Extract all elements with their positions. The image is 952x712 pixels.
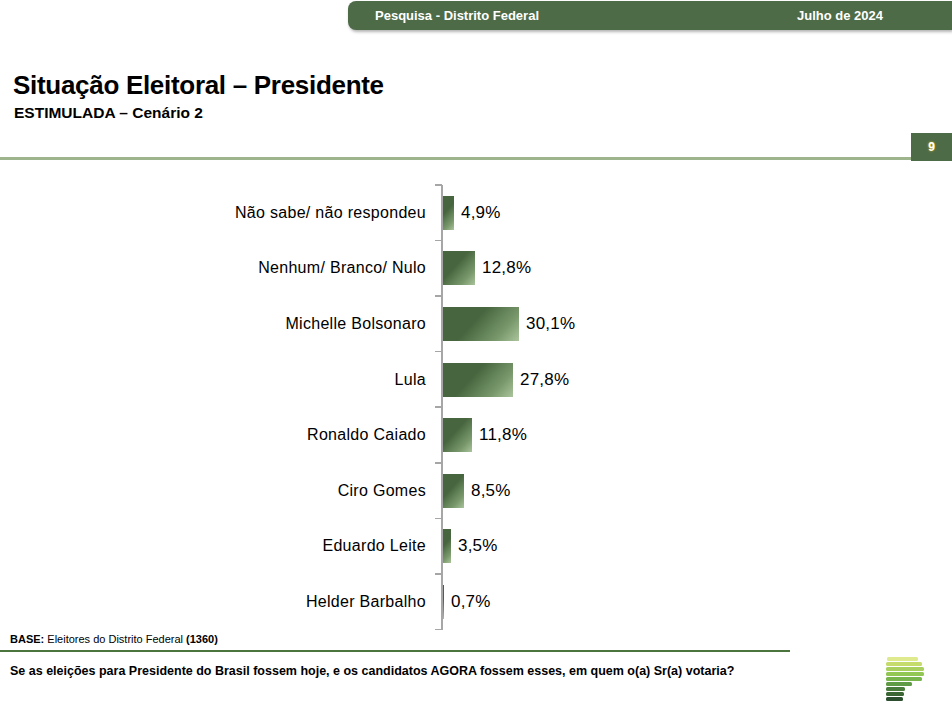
bar (442, 474, 464, 508)
divider-line (0, 157, 952, 160)
question-divider-line (0, 650, 790, 652)
axis-tick (435, 184, 442, 186)
bar (442, 196, 454, 230)
header-date: Julho de 2024 (797, 8, 883, 23)
value-label: 30,1% (526, 314, 575, 334)
base-note: BASE: Eleitores do Distrito Federal (136… (10, 633, 218, 645)
presentation-slide: Pesquisa - Distrito Federal Julho de 202… (0, 0, 952, 712)
category-label: Lula (395, 371, 426, 389)
page-number-badge: 9 (911, 133, 952, 161)
page-title: Situação Eleitoral – Presidente (13, 70, 384, 101)
bar (442, 363, 513, 397)
value-label: 11,8% (479, 425, 527, 445)
axis-tick (435, 351, 442, 353)
category-label: Michelle Bolsonaro (285, 315, 426, 333)
category-label: Não sabe/ não respondeu (235, 204, 426, 222)
bar (442, 418, 472, 452)
category-label: Ciro Gomes (338, 482, 426, 500)
logo-bar (886, 692, 904, 696)
axis-tick (435, 295, 442, 297)
header-title: Pesquisa - Distrito Federal (375, 8, 539, 23)
chart-row: Eduardo Leite 3,5% (0, 519, 952, 575)
value-label: 12,8% (482, 258, 531, 278)
page-number: 9 (928, 140, 935, 154)
axis-tick (435, 406, 442, 408)
category-label: Nenhum/ Branco/ Nulo (258, 259, 426, 277)
bar (442, 529, 451, 563)
page-subtitle: ESTIMULADA – Cenário 2 (14, 104, 203, 122)
category-label: Eduardo Leite (322, 537, 426, 555)
logo-bar (886, 682, 912, 686)
chart-row: Lula 27,8% (0, 352, 952, 408)
bar (442, 251, 475, 285)
base-text: Eleitores do Distrito Federal (47, 633, 183, 645)
value-label: 0,7% (451, 592, 491, 612)
chart-row: Ronaldo Caiado 11,8% (0, 407, 952, 463)
chart-row: Não sabe/ não respondeu 4,9% (0, 185, 952, 241)
logo-bar (886, 672, 924, 676)
logo-bar (886, 677, 922, 681)
chart-row: Helder Barbalho 0,7% (0, 574, 952, 630)
logo-bar (886, 667, 924, 671)
value-label: 27,8% (520, 370, 569, 390)
chart-row: Nenhum/ Branco/ Nulo 12,8% (0, 241, 952, 297)
axis-tick (435, 462, 442, 464)
axis-tick (435, 573, 442, 575)
axis-tick (435, 629, 442, 631)
chart-row: Ciro Gomes 8,5% (0, 463, 952, 519)
bar-chart: Não sabe/ não respondeu 4,9% Nenhum/ Branc… (0, 185, 952, 630)
logo-bar (886, 662, 922, 666)
logo-bar (887, 657, 918, 661)
axis-tick (435, 240, 442, 242)
chart-row: Michelle Bolsonaro 30,1% (0, 296, 952, 352)
value-label: 4,9% (461, 203, 501, 223)
bar (442, 307, 519, 341)
value-label: 3,5% (458, 536, 498, 556)
question-text: Se as eleições para Presidente do Brasil… (10, 663, 790, 679)
base-label: BASE: (10, 633, 44, 645)
category-label: Ronaldo Caiado (307, 426, 426, 444)
logo-bar (886, 697, 903, 701)
header-bar: Pesquisa - Distrito Federal Julho de 202… (348, 1, 952, 30)
value-label: 8,5% (471, 481, 511, 501)
category-label: Helder Barbalho (306, 593, 426, 611)
base-count: (1360) (186, 633, 218, 645)
stacked-green-bars-logo (886, 657, 924, 702)
axis-tick (435, 518, 442, 520)
logo-bar (886, 687, 905, 691)
